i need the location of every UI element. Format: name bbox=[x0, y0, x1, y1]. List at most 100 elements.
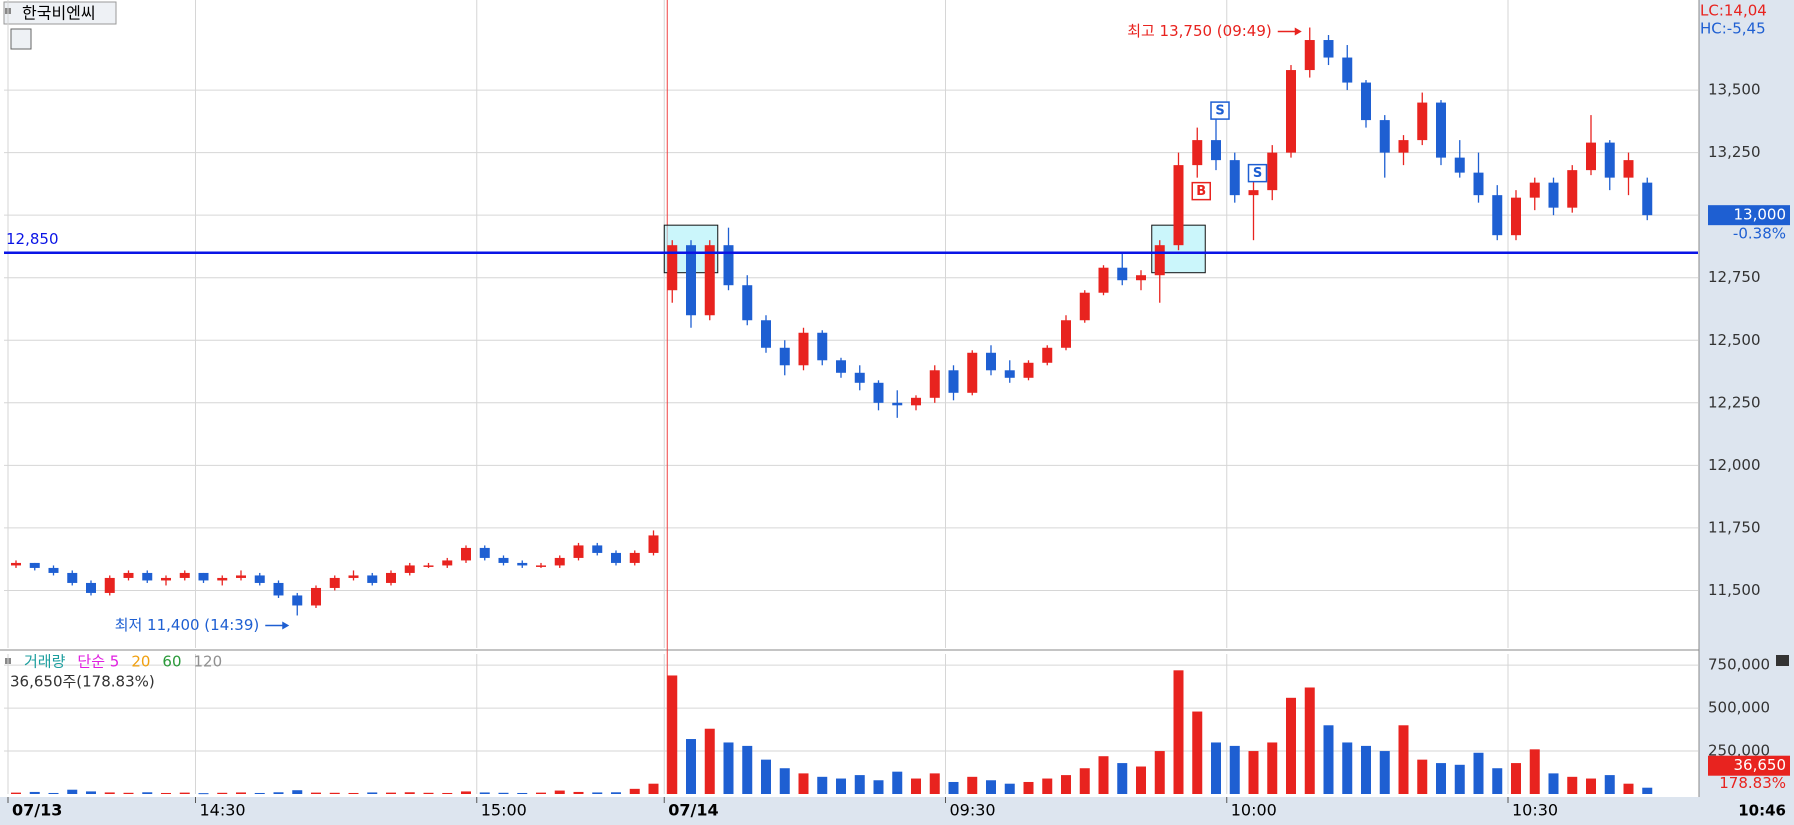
volume-bar bbox=[761, 759, 771, 794]
y-tick-label: 13,250 bbox=[1708, 143, 1761, 161]
volume-bar bbox=[986, 780, 996, 794]
y-tick-label: 11,750 bbox=[1708, 518, 1761, 536]
legend-entry: 거래량 bbox=[24, 653, 66, 671]
candle-body bbox=[1623, 160, 1634, 178]
candle-body bbox=[536, 565, 546, 567]
volume-bar bbox=[873, 780, 884, 794]
volume-bar bbox=[1604, 775, 1615, 794]
last-price-label: 13,000 bbox=[1734, 206, 1787, 224]
volume-bar bbox=[1229, 745, 1240, 794]
candle-body bbox=[498, 557, 509, 563]
x-tick-label: 10:00 bbox=[1231, 801, 1277, 820]
volume-bar bbox=[254, 792, 265, 794]
candle-body bbox=[648, 535, 659, 553]
volume-bar bbox=[1286, 697, 1296, 794]
volume-bar bbox=[1042, 778, 1053, 794]
candle-body bbox=[686, 245, 696, 316]
volume-summary: 36,650주(178.83%) bbox=[10, 673, 155, 691]
candle-body bbox=[1642, 182, 1653, 216]
candle-body bbox=[104, 577, 115, 593]
volume-bar bbox=[142, 792, 153, 794]
y-tick-label: 12,250 bbox=[1708, 393, 1761, 411]
candle-body bbox=[461, 547, 471, 561]
volume-bar bbox=[123, 792, 134, 794]
volume-bar bbox=[236, 792, 246, 794]
volume-bar bbox=[629, 788, 640, 794]
volume-bar bbox=[536, 792, 546, 794]
low-annotation: 최저 11,400 (14:39) bbox=[115, 616, 260, 634]
volume-bar bbox=[648, 783, 659, 794]
volume-bar bbox=[686, 739, 696, 794]
candle-body bbox=[1417, 102, 1428, 141]
candle-body bbox=[1042, 347, 1053, 363]
volume-bar bbox=[1211, 742, 1221, 794]
candle-body bbox=[348, 575, 359, 578]
volume-bar bbox=[1529, 749, 1540, 794]
candle-body bbox=[1604, 142, 1615, 178]
last-volume-label: 36,650 bbox=[1734, 756, 1787, 774]
volume-bar bbox=[423, 792, 434, 794]
volume-bar bbox=[311, 792, 321, 794]
candle-body bbox=[1173, 165, 1184, 246]
candle-body bbox=[123, 572, 134, 578]
candle-body bbox=[573, 545, 584, 558]
candle-body bbox=[1379, 120, 1390, 153]
volume-bar bbox=[1079, 768, 1090, 794]
candle-body bbox=[742, 285, 753, 321]
legend-entry: 120 bbox=[194, 653, 223, 671]
volume-bar bbox=[892, 771, 903, 794]
candle-body bbox=[273, 582, 284, 596]
candle-body bbox=[1436, 102, 1446, 158]
candle-body bbox=[1136, 275, 1146, 281]
volume-bar bbox=[86, 791, 96, 794]
volume-bar bbox=[723, 742, 734, 794]
lc-label: LC:14,04 bbox=[1700, 2, 1767, 20]
candle-body bbox=[1286, 70, 1296, 153]
volume-bar bbox=[929, 773, 940, 794]
candle-body bbox=[1117, 267, 1128, 281]
candle-body bbox=[236, 575, 246, 578]
candle-body bbox=[1304, 40, 1315, 71]
candle-body bbox=[1529, 182, 1540, 198]
volume-bar bbox=[479, 792, 490, 794]
candle-body bbox=[1586, 142, 1596, 171]
volume-bar bbox=[854, 775, 865, 794]
candle-body bbox=[1248, 190, 1259, 196]
volume-bar bbox=[704, 728, 715, 794]
hc-label: HC:-5,45 bbox=[1700, 20, 1766, 38]
high-arrowhead bbox=[1294, 27, 1302, 36]
volume-bar bbox=[1586, 778, 1596, 794]
close-panel[interactable] bbox=[1776, 655, 1789, 666]
volume-bar bbox=[292, 790, 303, 794]
title-box[interactable] bbox=[3, 1, 117, 25]
candle-body bbox=[948, 370, 959, 393]
candle-body bbox=[1061, 320, 1071, 348]
candle-body bbox=[967, 352, 978, 393]
stock-name: 한국비엔씨 bbox=[22, 4, 96, 23]
candle-body bbox=[367, 575, 378, 583]
volume-bar bbox=[1136, 766, 1146, 794]
candle-body bbox=[386, 572, 396, 583]
volume-bar bbox=[1511, 763, 1521, 794]
volume-bar bbox=[48, 792, 59, 794]
volume-bar bbox=[1342, 742, 1353, 794]
y-tick-label: 250,000 bbox=[1708, 742, 1770, 760]
candle-body bbox=[423, 565, 434, 567]
last-volume-box bbox=[1708, 755, 1790, 776]
candle-body bbox=[911, 397, 921, 406]
candle-body bbox=[1192, 140, 1203, 166]
candle-body bbox=[611, 552, 621, 563]
volume-bar bbox=[967, 776, 978, 794]
candle-body bbox=[779, 347, 790, 366]
volume-bar bbox=[1004, 783, 1015, 794]
volume-bar bbox=[517, 792, 528, 794]
y-tick-label: 12,000 bbox=[1708, 456, 1761, 474]
x-axis-strip bbox=[0, 797, 1794, 825]
candle-body bbox=[67, 572, 78, 583]
volume-bar bbox=[11, 792, 21, 794]
volume-bar bbox=[104, 792, 115, 794]
candle-body bbox=[1342, 57, 1353, 83]
y-tick-label: 750,000 bbox=[1708, 656, 1770, 674]
table-button[interactable] bbox=[10, 28, 32, 50]
